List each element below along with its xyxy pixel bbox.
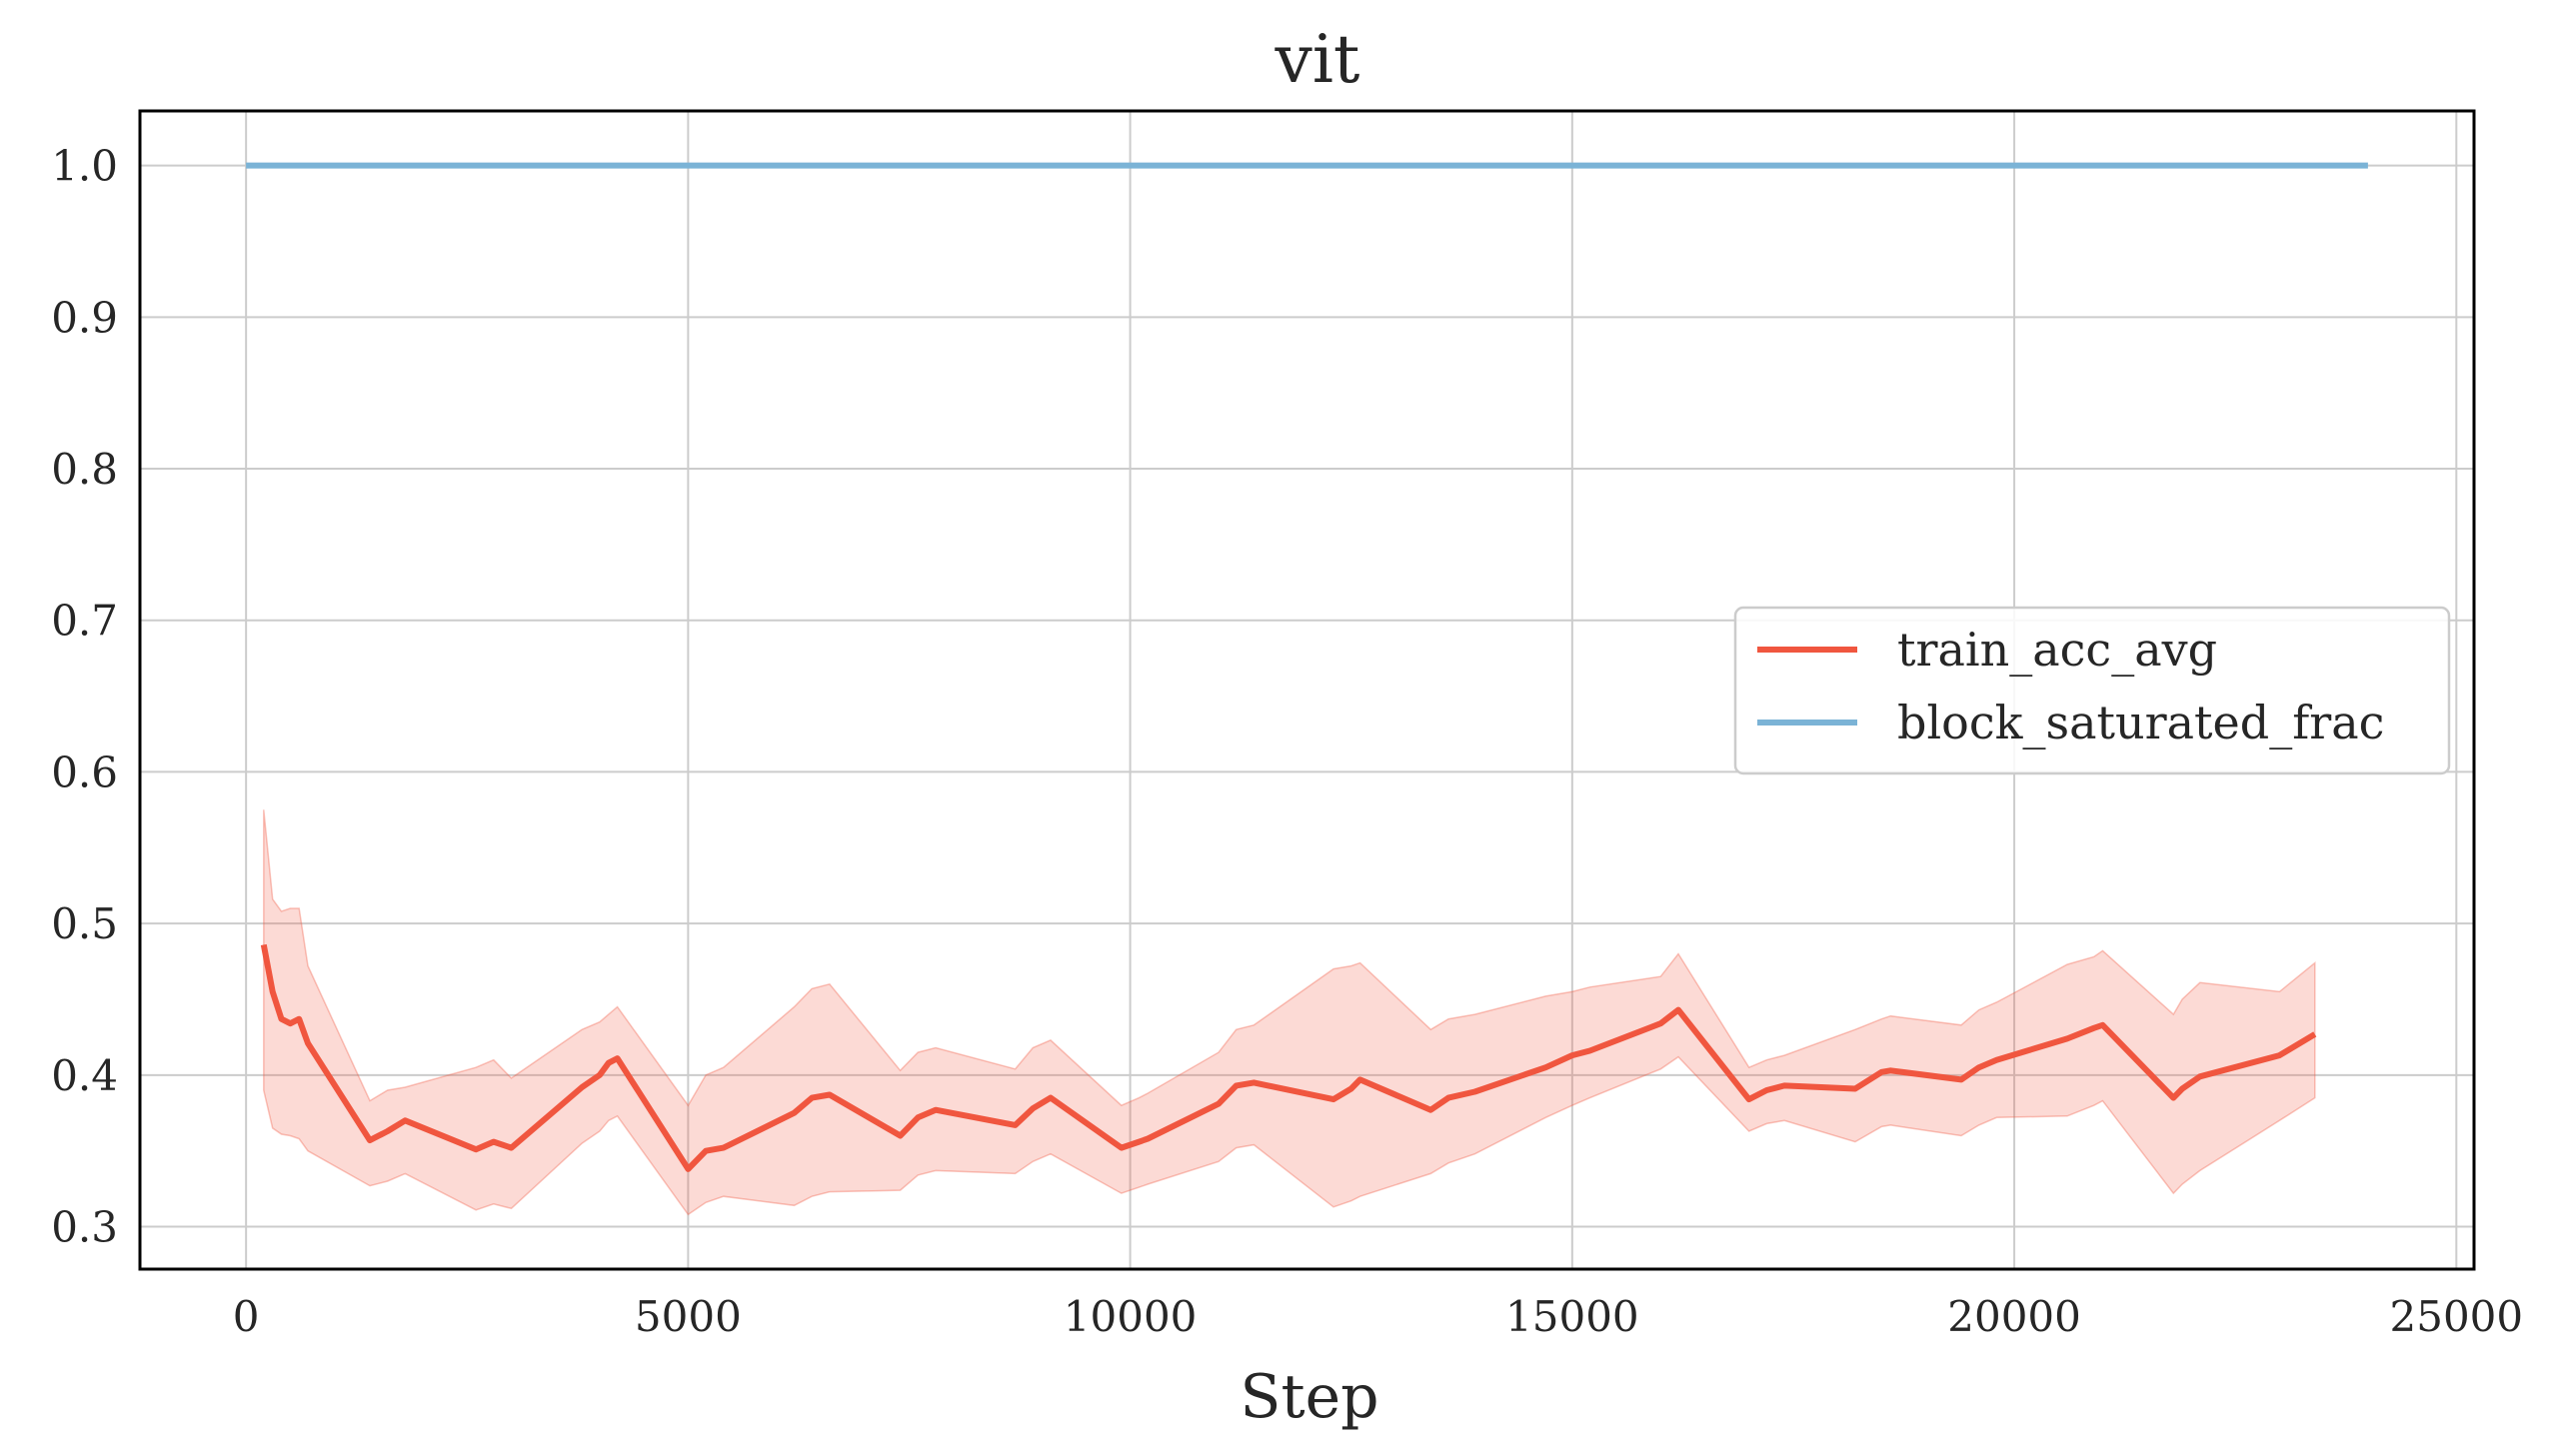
x-axis-label: Step bbox=[1240, 1362, 1378, 1432]
x-tick-label: 5000 bbox=[635, 1292, 742, 1341]
y-tick-label: 0.8 bbox=[51, 445, 118, 494]
legend-label-block_saturated_frac: block_saturated_frac bbox=[1897, 696, 2384, 749]
y-tick-label: 0.5 bbox=[51, 899, 118, 948]
legend: train_acc_avg block_saturated_frac bbox=[1733, 606, 2451, 775]
tick-labels: 0 5000 10000 15000 20000 25000 0.3 0.4 0.5 0.6 0.7… bbox=[51, 142, 2523, 1341]
y-tick-label: 0.4 bbox=[51, 1051, 118, 1100]
series-lines bbox=[246, 162, 2368, 1172]
series-line-train_acc_avg bbox=[260, 943, 2317, 1172]
chart-title: vit bbox=[1275, 21, 1360, 98]
x-tick-label: 15000 bbox=[1505, 1292, 1639, 1341]
series-band-train_acc_avg bbox=[263, 809, 2316, 1216]
y-tick-label: 1.0 bbox=[51, 142, 118, 191]
x-tick-label: 20000 bbox=[1947, 1292, 2081, 1341]
confidence-bands bbox=[263, 809, 2316, 1216]
y-tick-label: 0.7 bbox=[51, 597, 118, 646]
y-tick-label: 0.6 bbox=[51, 747, 118, 796]
legend-label-train_acc_avg: train_acc_avg bbox=[1897, 623, 2217, 677]
plot-frame bbox=[138, 109, 2476, 1271]
legend-box bbox=[1733, 606, 2451, 775]
x-tick-label: 25000 bbox=[2390, 1292, 2524, 1341]
x-tick-label: 10000 bbox=[1064, 1292, 1198, 1341]
x-tick-label: 0 bbox=[233, 1292, 260, 1341]
y-tick-label: 0.9 bbox=[51, 293, 118, 342]
y-tick-label: 0.3 bbox=[51, 1203, 118, 1252]
